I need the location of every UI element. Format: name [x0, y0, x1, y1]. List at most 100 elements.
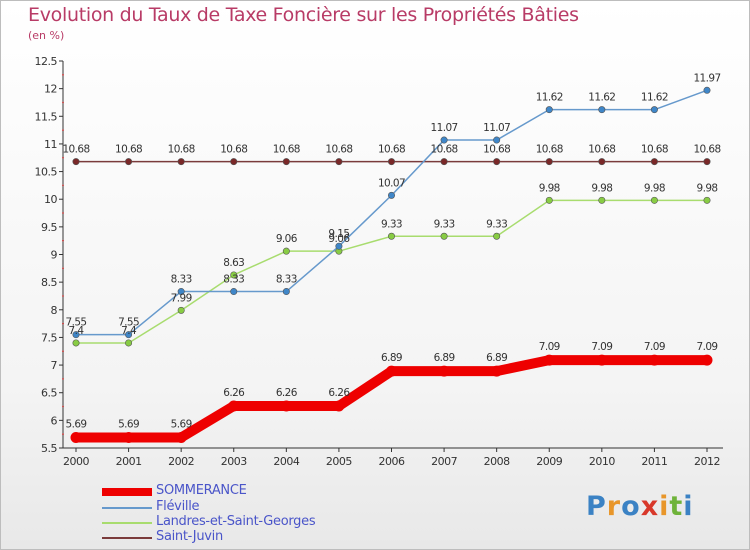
logo-letter: x — [640, 491, 660, 522]
data-point — [177, 288, 185, 296]
data-point — [125, 339, 133, 347]
data-point — [282, 288, 290, 296]
data-label: 9.98 — [644, 182, 665, 194]
data-label: 8.63 — [223, 257, 244, 269]
logo-letter: i — [659, 491, 670, 522]
data-point — [596, 354, 608, 366]
data-label: 7.55 — [66, 317, 87, 329]
data-point — [72, 331, 80, 339]
data-point — [650, 158, 658, 166]
data-label: 11.07 — [483, 122, 510, 134]
data-label: 9.15 — [328, 228, 349, 240]
x-tick-label: 2000 — [63, 455, 89, 468]
x-tick-label: 2002 — [168, 455, 194, 468]
data-label: 10.07 — [378, 177, 405, 189]
y-tick-label: 7 — [51, 359, 58, 372]
data-label: 6.89 — [486, 352, 507, 364]
data-point — [387, 191, 395, 199]
data-point — [280, 400, 292, 412]
data-point — [387, 232, 395, 240]
data-point — [440, 232, 448, 240]
data-label: 6.26 — [276, 387, 298, 399]
y-tick-label: 6 — [51, 414, 58, 427]
y-tick-label: 10.5 — [35, 166, 58, 179]
x-tick-label: 2001 — [116, 455, 142, 468]
data-label: 9.33 — [381, 218, 402, 230]
y-tick-label: 7.5 — [41, 331, 57, 344]
x-tick-label: 2004 — [273, 455, 299, 468]
data-point — [440, 158, 448, 166]
data-point — [545, 106, 553, 114]
data-label: 9.98 — [539, 182, 560, 194]
y-minor-dot — [62, 129, 64, 132]
data-label: 7.09 — [539, 341, 560, 353]
data-label: 10.68 — [431, 144, 458, 156]
data-label: 5.69 — [118, 418, 139, 430]
data-label: 10.68 — [588, 144, 615, 156]
data-point — [545, 158, 553, 166]
data-label: 9.98 — [697, 182, 718, 194]
data-point — [386, 365, 397, 377]
data-point — [493, 136, 501, 144]
data-label: 10.68 — [641, 144, 668, 156]
y-minor-dot — [62, 267, 64, 270]
data-point — [545, 196, 553, 204]
data-point — [703, 158, 711, 166]
logo-letter: i — [683, 491, 694, 522]
y-minor-dot — [62, 350, 64, 353]
logo-letter: t — [669, 491, 684, 522]
y-minor-dot — [62, 322, 64, 325]
data-label: 9.33 — [434, 218, 455, 230]
logo-letter: P — [586, 491, 607, 522]
y-tick-label: 12.5 — [35, 55, 58, 68]
data-point — [491, 365, 503, 377]
data-label: 7.4 — [121, 325, 137, 337]
y-minor-dot — [62, 295, 64, 297]
x-tick-label: 2007 — [431, 455, 457, 468]
data-label: 6.89 — [381, 352, 402, 364]
legend-swatch — [102, 507, 152, 509]
legend-label: Saint-Juvin — [156, 529, 223, 544]
chart-title: Evolution du Taux de Taxe Foncière sur l… — [28, 4, 579, 26]
data-point — [493, 158, 501, 166]
data-label: 10.68 — [483, 144, 510, 156]
data-point — [72, 339, 80, 347]
y-tick-label: 8 — [51, 304, 58, 317]
data-point — [703, 86, 711, 94]
y-minor-dot — [62, 212, 64, 214]
x-tick-label: 2008 — [484, 455, 510, 468]
data-label: 7.09 — [591, 341, 612, 353]
data-label: 10.68 — [536, 144, 563, 156]
data-point — [598, 196, 606, 204]
data-label: 8.33 — [223, 274, 244, 286]
data-label: 11.97 — [693, 72, 720, 84]
data-point — [335, 158, 343, 166]
y-minor-dot — [62, 73, 64, 76]
y-minor-dot — [62, 433, 64, 436]
x-tick-label: 2009 — [536, 455, 562, 468]
data-label: 7.55 — [118, 317, 139, 329]
data-label: 9.33 — [486, 218, 507, 230]
data-point — [228, 400, 240, 412]
data-label: 5.69 — [66, 418, 87, 430]
data-point — [230, 158, 238, 166]
legend-label: Fléville — [156, 499, 200, 514]
data-label: 11.62 — [588, 92, 615, 104]
x-tick-label: 2005 — [326, 455, 352, 468]
unit-label: (en %) — [28, 29, 65, 42]
y-tick-label: 9.5 — [41, 221, 57, 234]
y-tick-label: 5.5 — [41, 442, 57, 455]
x-tick-label: 2011 — [641, 455, 667, 468]
data-point — [335, 242, 343, 250]
y-minor-dot — [62, 239, 64, 242]
proxiti-logo: Proxiti — [586, 491, 694, 522]
data-point — [703, 196, 711, 204]
data-point — [438, 365, 450, 377]
data-point — [598, 158, 606, 166]
y-minor-dot — [62, 101, 64, 104]
data-point — [125, 158, 133, 166]
y-minor-dot — [62, 156, 64, 159]
data-label: 10.68 — [378, 144, 405, 156]
data-label: 8.33 — [171, 274, 192, 286]
y-tick-label: 11 — [44, 138, 57, 151]
